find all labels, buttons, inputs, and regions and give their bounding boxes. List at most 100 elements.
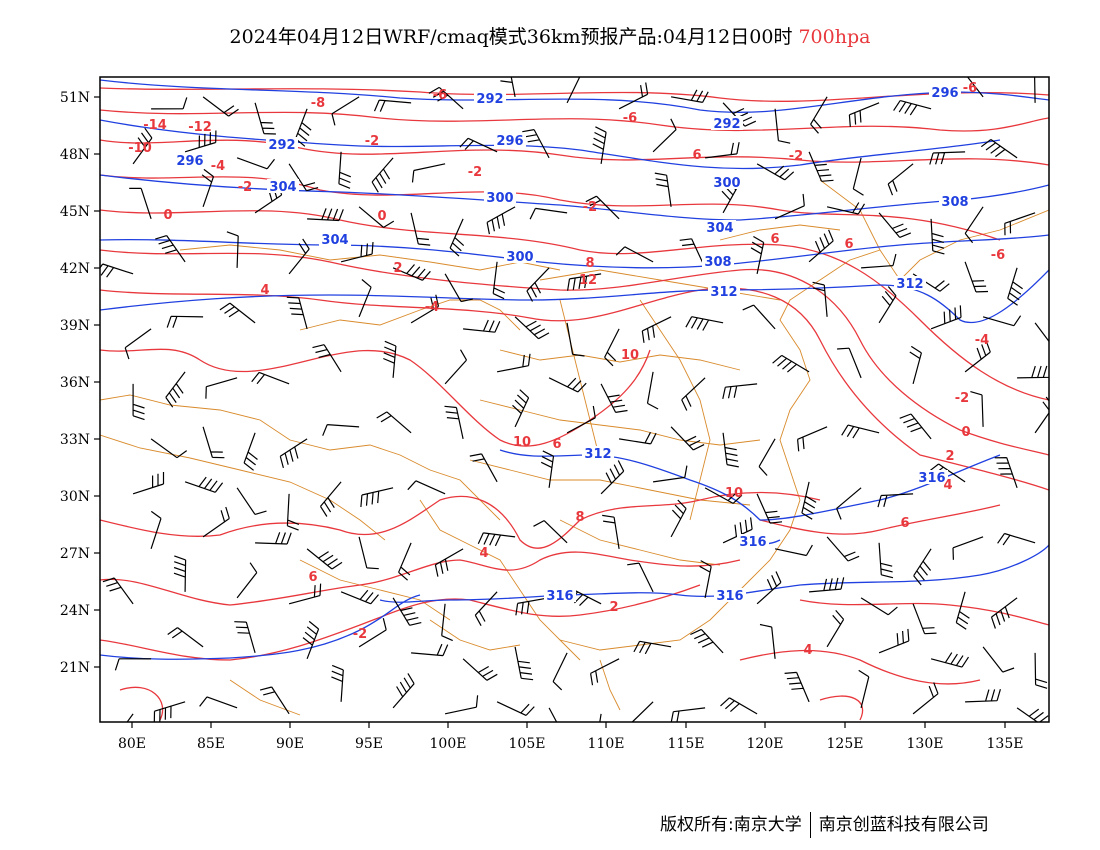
wind-barb: [808, 229, 834, 263]
lon-tick-label: 90E: [276, 736, 304, 752]
wind-barb: [982, 315, 1022, 327]
wind-barb: [784, 671, 810, 703]
temperature-contour-label: 6: [692, 148, 701, 163]
temperature-contour-label: 6: [770, 232, 779, 247]
wind-barb: [631, 701, 654, 722]
temperature-contour: [100, 109, 1049, 132]
wind-barb: [459, 137, 498, 153]
height-contour-label: 304: [706, 221, 733, 236]
wind-barb: [567, 273, 602, 291]
temperature-contour-label: 8: [585, 256, 594, 271]
temperature-contour-label: -6: [433, 88, 447, 103]
height-contour-label: 300: [486, 191, 513, 206]
wind-barb: [463, 319, 501, 333]
wind-barb: [338, 151, 352, 189]
wind-barb: [627, 562, 654, 593]
wind-barb: [184, 130, 217, 153]
map-axes: 80E 85E 90E 95E 100E 105E 110E 115E 120E 125E 130E…: [60, 90, 1024, 752]
wind-barb: [997, 532, 1036, 546]
wind-barb: [720, 697, 758, 715]
lat-tick-label: 48N: [60, 147, 90, 163]
height-contour-label: 308: [704, 255, 731, 270]
footer-divider: [809, 812, 811, 838]
wind-barb: [486, 206, 516, 235]
border-line: [499, 349, 741, 371]
wind-barb: [512, 389, 530, 428]
lat-tick-label: 36N: [60, 375, 90, 391]
wind-barb: [704, 487, 743, 504]
wind-barb: [392, 673, 415, 709]
border-line: [819, 179, 1049, 281]
height-label-bg: [702, 254, 734, 268]
wind-barb: [841, 424, 880, 439]
wind-barb: [982, 646, 1015, 673]
height-contour: [100, 594, 421, 660]
temperature-contour: [799, 599, 1049, 626]
plot-frame: [99, 76, 1050, 723]
wind-barb: [199, 696, 238, 709]
border-line: [479, 399, 761, 446]
wind-barb: [654, 172, 672, 207]
lat-tick-label: 33N: [60, 432, 90, 448]
wind-barb: [980, 139, 1018, 159]
wind-barb: [878, 628, 910, 654]
height-contour: [379, 544, 1049, 603]
temperature-contour-label: -4: [425, 300, 439, 315]
lon-tick-label: 95E: [355, 736, 383, 752]
wind-barb: [340, 242, 374, 263]
wind-barb: [756, 571, 782, 605]
wind-barb: [1033, 77, 1036, 103]
border-line: [639, 299, 711, 521]
wind-barb: [1034, 652, 1048, 689]
height-label-bg: [737, 534, 769, 548]
wind-barb: [132, 383, 145, 421]
height-contour-label: 316: [918, 471, 945, 486]
wind-barb: [861, 253, 897, 269]
temperature-contour: [100, 174, 1001, 241]
wind-barb: [699, 560, 712, 598]
temperature-contour-label: -4: [211, 159, 225, 174]
height-contour: [100, 269, 1049, 324]
wind-barb: [312, 344, 342, 373]
wind-barb: [1017, 365, 1049, 379]
wind-barb: [566, 405, 596, 434]
height-label-bg: [708, 284, 740, 298]
wind-barb: [602, 514, 620, 549]
lon-tick-label: 105E: [509, 736, 546, 752]
wind-barb: [392, 264, 431, 281]
lon-tick-label: 80E: [118, 736, 146, 752]
wind-barb: [774, 193, 805, 220]
wind-barb: [893, 100, 932, 116]
temperature-contour: [100, 87, 1049, 102]
temperature-contour-label: 6: [308, 570, 317, 585]
wind-barb: [858, 669, 870, 708]
temperature-contour-label: 4: [260, 283, 269, 298]
lat-tick-label: 42N: [60, 261, 90, 277]
wind-barb: [167, 627, 204, 648]
wind-barb: [236, 487, 267, 515]
height-contour-label: 316: [546, 589, 573, 604]
lon-tick-label: 135E: [987, 736, 1024, 752]
wind-barb: [633, 640, 672, 655]
wind-barb: [646, 371, 659, 410]
lat-tick-label: 51N: [60, 90, 90, 106]
wind-barb: [173, 555, 187, 592]
wind-barb: [132, 127, 153, 165]
wind-barb: [165, 371, 186, 408]
wind-barb: [1034, 322, 1049, 343]
wind-barb: [774, 108, 791, 144]
wind-barb: [774, 544, 813, 557]
lat-tick-label: 24N: [60, 603, 90, 619]
wind-barb: [912, 603, 937, 635]
wind-barb: [566, 77, 581, 104]
wind-barb: [878, 286, 897, 324]
wind-barb: [306, 548, 343, 570]
wind-barb: [618, 82, 649, 110]
temperature-contour-label: 0: [377, 209, 386, 224]
wind-barb: [155, 235, 186, 263]
wind-barb: [964, 206, 984, 244]
temperature-contour-label: 6: [552, 437, 561, 452]
height-label-bg: [504, 249, 536, 263]
wind-barb: [411, 163, 446, 183]
lat-tick-label: 30N: [60, 489, 90, 505]
